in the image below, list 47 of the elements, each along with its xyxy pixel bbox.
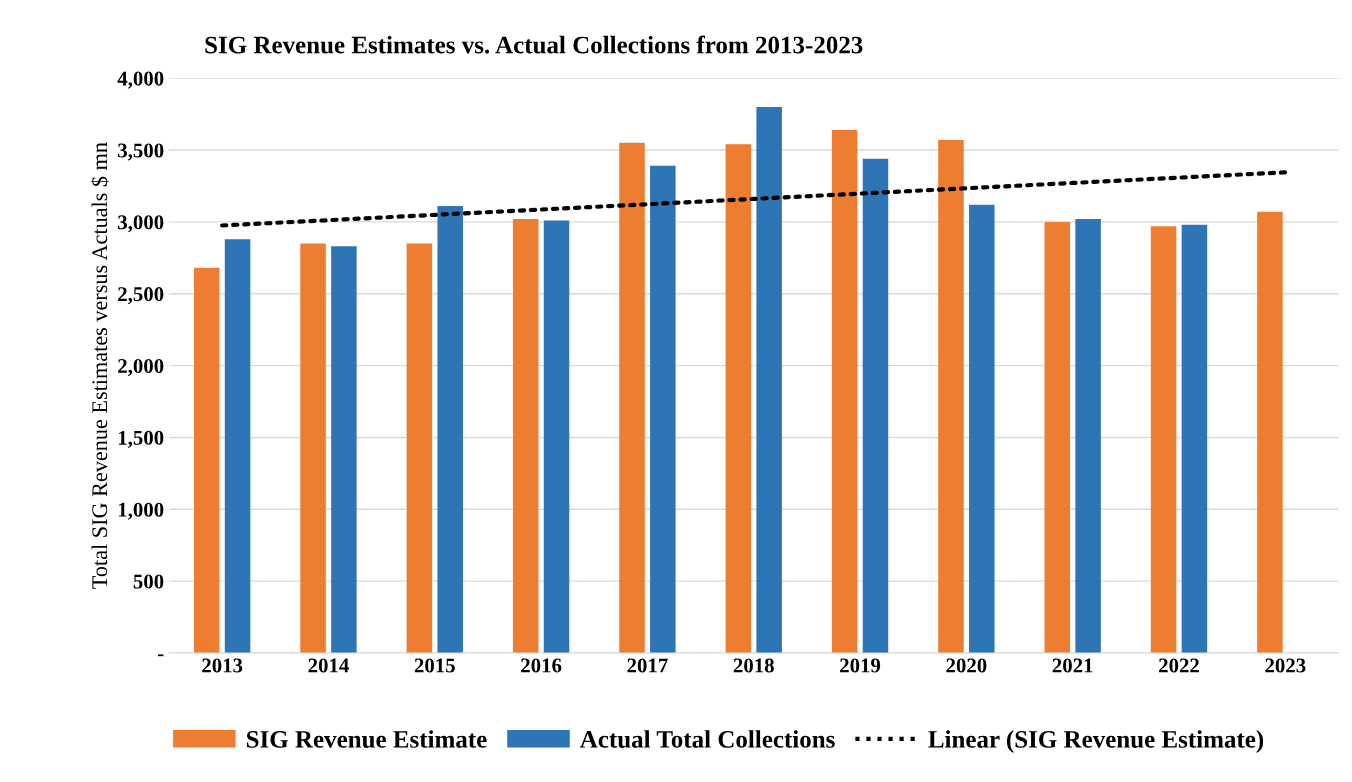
legend-label: SIG Revenue Estimate [246,730,487,748]
y-tick-label: 3,000 [118,215,164,233]
bar [512,219,539,653]
bar [831,129,858,653]
bar [1181,224,1208,653]
bar [406,243,433,653]
y-axis-title: Total SIG Revenue Estimates versus Actuals $ mn [90,142,109,589]
bar [437,206,463,653]
x-tick-label: 2013 [202,658,243,673]
bar [938,139,964,653]
y-tick-label: 2,500 [118,287,164,305]
bar [193,267,220,653]
x-tick-label: 2018 [733,658,774,673]
x-tick-label: 2014 [308,658,349,673]
bar [756,106,782,653]
line-series [220,170,1288,228]
y-tick-label: 3,500 [118,143,164,161]
legend-label: Actual Total Collections [580,730,835,748]
bar [1257,211,1283,653]
bar [862,158,889,653]
bar [1075,219,1101,653]
bar [1044,221,1071,653]
bar [619,142,645,653]
x-tick-label: 2021 [1052,658,1093,673]
chart-title: SIG Revenue Estimates vs. Actual Collections from 2013-2023 [205,35,863,54]
bar [1150,226,1177,653]
x-tick-label: 2016 [521,658,562,673]
bar [543,220,570,653]
bar [650,165,676,653]
y-tick-label: 1,500 [118,430,164,448]
bar [331,246,357,653]
x-tick-label: 2015 [414,658,455,673]
y-tick-label: - [157,654,164,657]
bar [725,144,752,653]
bar [224,239,251,653]
y-tick-label: 2,000 [118,358,164,377]
y-tick-label: 1,000 [118,502,164,520]
x-tick-label: 2019 [840,658,881,673]
y-tick-label: 4,000 [117,71,164,89]
bar [300,243,326,653]
x-tick-label: 2023 [1265,658,1306,673]
x-tick-label: 2017 [627,658,668,673]
y-tick-label: 500 [133,574,164,589]
x-tick-label: 2022 [1159,658,1199,673]
legend-label: Linear (SIG Revenue Estimate) [928,730,1264,753]
bar [969,204,995,653]
x-tick-label: 2020 [946,658,987,673]
